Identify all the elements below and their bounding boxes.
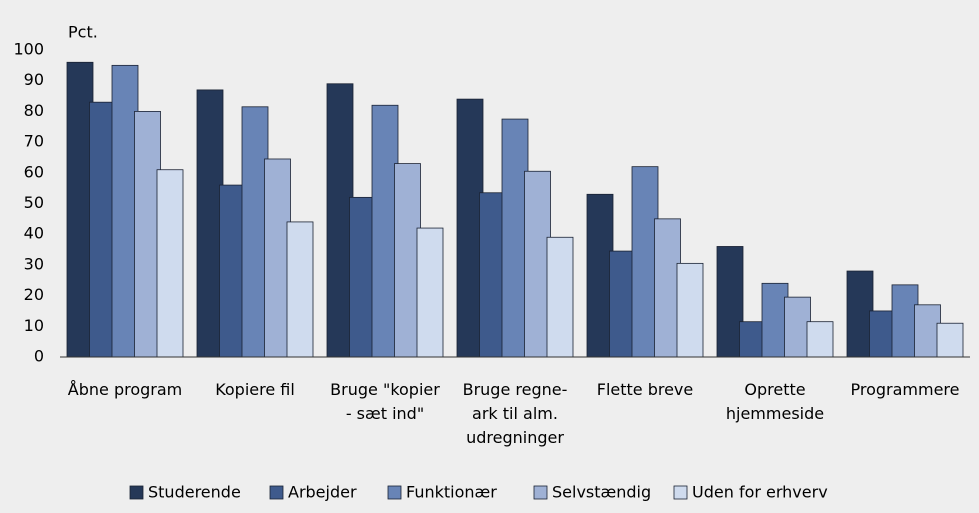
y-tick-label: 30 [24, 254, 44, 273]
bar [586, 193, 614, 358]
legend-swatch [673, 485, 688, 500]
bar [869, 310, 896, 358]
legend-swatch [129, 485, 144, 500]
legend-label: Funktionær [406, 483, 497, 502]
y-tick-label: 10 [24, 316, 44, 335]
bar [716, 246, 744, 358]
bar [609, 250, 636, 358]
bar [326, 83, 354, 358]
bar [219, 184, 246, 358]
bar [739, 321, 766, 358]
bar [676, 262, 704, 358]
y-tick-label: 70 [24, 132, 44, 151]
bar [134, 111, 161, 358]
bar [416, 227, 444, 358]
legend-swatch [533, 485, 548, 500]
bar [501, 118, 529, 358]
x-tick-label: Oprette hjemmeside [725, 380, 825, 423]
bar [111, 64, 139, 358]
bar [784, 296, 811, 358]
bar [806, 321, 834, 358]
x-tick-label: Bruge "kopier - sæt ind" [330, 380, 440, 423]
legend-swatch [269, 485, 284, 500]
bar [524, 170, 551, 358]
bar [264, 158, 291, 358]
legend-label: Studerende [148, 483, 241, 502]
bar [456, 98, 484, 358]
y-tick-label: 20 [24, 285, 44, 304]
y-tick-label: 50 [24, 193, 44, 212]
y-axis-label: Pct. [68, 23, 98, 42]
bar [914, 304, 941, 358]
y-tick-label: 40 [24, 224, 44, 243]
x-tick-label: Programmere [850, 380, 960, 399]
bar [241, 106, 269, 358]
legend-label: Uden for erhverv [692, 483, 828, 502]
x-tick-label: Flette breve [596, 380, 694, 399]
bar [394, 163, 421, 358]
bar [286, 221, 314, 358]
x-tick-label: Bruge regne-ark til alm. udregninger [462, 380, 568, 447]
y-tick-label: 90 [24, 70, 44, 89]
bar [891, 284, 919, 358]
bar [846, 270, 874, 358]
x-tick-label: Kopiere fil [215, 380, 295, 399]
bar [631, 166, 659, 358]
bar [66, 61, 94, 358]
y-tick-label: 80 [24, 101, 44, 120]
legend-swatch [387, 485, 402, 500]
y-tick-label: 0 [34, 347, 44, 366]
bar [89, 101, 116, 358]
bar [371, 104, 399, 358]
y-tick-label: 100 [13, 40, 44, 59]
bar [761, 282, 789, 358]
bar [546, 236, 574, 358]
bar [196, 89, 224, 358]
legend-label: Selvstændig [552, 483, 651, 502]
bar [349, 196, 376, 358]
legend-label: Arbejder [288, 483, 357, 502]
bar [479, 192, 506, 358]
bar [156, 169, 184, 358]
y-tick-label: 60 [24, 162, 44, 181]
bar [936, 322, 964, 358]
bar [654, 218, 681, 358]
x-tick-label: Åbne program [67, 380, 183, 399]
